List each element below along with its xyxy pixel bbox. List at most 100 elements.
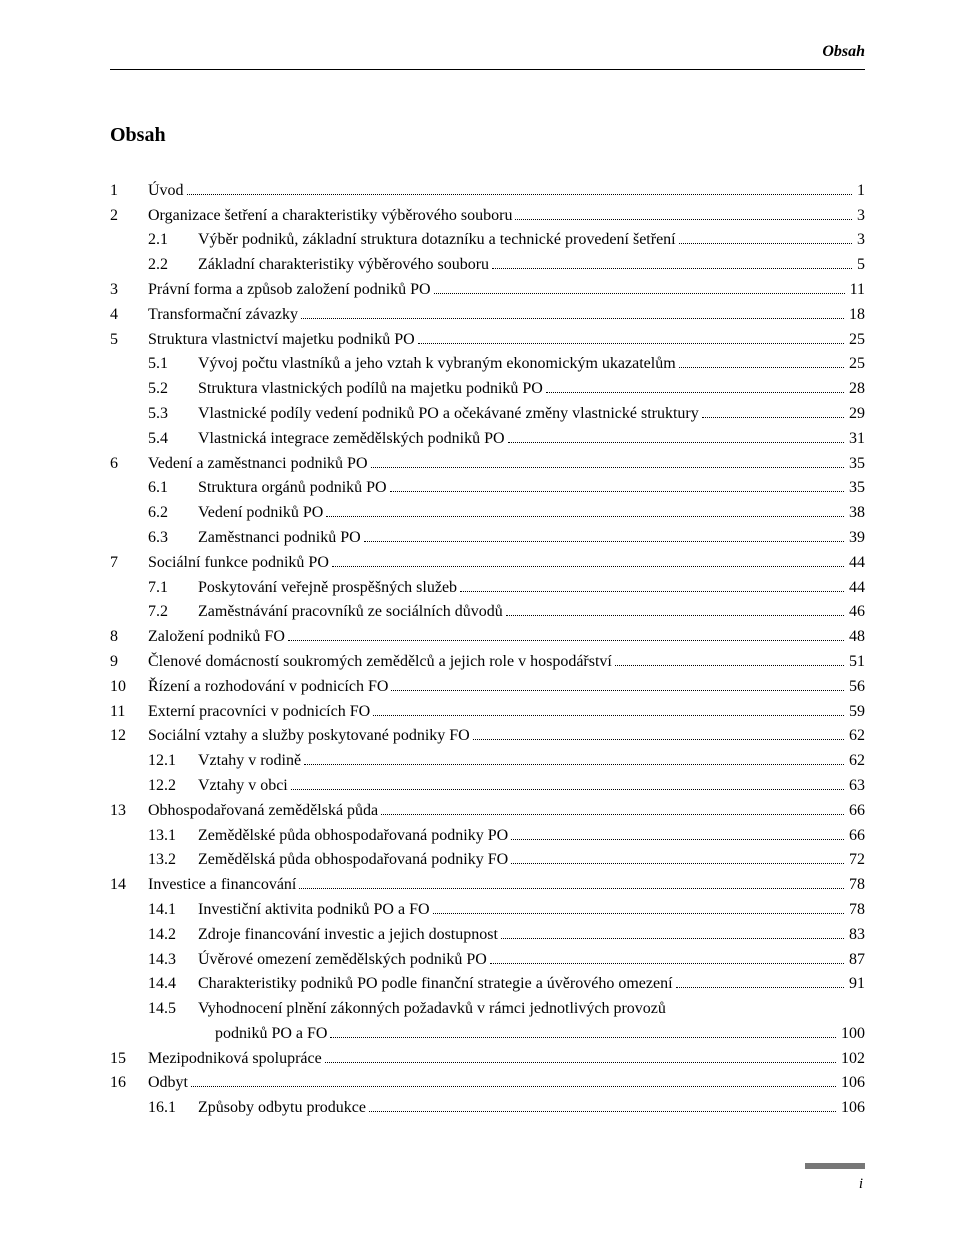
toc-page: 28 — [847, 377, 865, 402]
toc-leader — [332, 566, 844, 567]
toc-leader — [702, 417, 844, 418]
toc-number: 14.1 — [148, 898, 198, 923]
toc-leader — [291, 789, 844, 790]
toc-entry: 16Odbyt106 — [110, 1071, 865, 1096]
toc-text: Odbyt — [148, 1071, 188, 1096]
toc-entry: 6Vedení a zaměstnanci podniků PO35 — [110, 452, 865, 477]
toc-page: 38 — [847, 501, 865, 526]
toc-number: 15 — [110, 1047, 148, 1072]
toc-leader — [325, 1062, 836, 1063]
toc-entry: 5.2Struktura vlastnických podílů na maje… — [110, 377, 865, 402]
toc-text: Struktura vlastnictví majetku podniků PO — [148, 328, 415, 353]
toc-text: Obhospodařovaná zemědělská půda — [148, 799, 378, 824]
toc-leader — [288, 640, 844, 641]
toc-entry: 6.2Vedení podniků PO38 — [110, 501, 865, 526]
toc-entry: 11Externí pracovníci v podnicích FO59 — [110, 700, 865, 725]
toc-text: Investiční aktivita podniků PO a FO — [198, 898, 430, 923]
toc-entry: 2.2Základní charakteristiky výběrového s… — [110, 253, 865, 278]
toc-number: 11 — [110, 700, 148, 725]
toc-number: 5.1 — [148, 352, 198, 377]
toc-page: 3 — [855, 204, 865, 229]
toc-number: 3 — [110, 278, 148, 303]
toc-number: 12 — [110, 724, 148, 749]
toc-entry: 7Sociální funkce podniků PO44 — [110, 551, 865, 576]
toc-page: 63 — [847, 774, 865, 799]
toc-text: Investice a financování — [148, 873, 296, 898]
toc-page: 87 — [847, 948, 865, 973]
toc-number: 5.3 — [148, 402, 198, 427]
toc-entry: 13Obhospodařovaná zemědělská půda66 — [110, 799, 865, 824]
toc-page: 106 — [839, 1071, 865, 1096]
toc-page: 29 — [847, 402, 865, 427]
toc-text: Způsoby odbytu produkce — [198, 1096, 366, 1121]
toc-leader — [676, 987, 844, 988]
toc-text: Charakteristiky podniků PO podle finančn… — [198, 972, 673, 997]
toc-number: 2.1 — [148, 228, 198, 253]
toc-leader — [330, 1037, 836, 1038]
toc-number: 6.1 — [148, 476, 198, 501]
toc-text: Struktura orgánů podniků PO — [198, 476, 387, 501]
toc-number: 14.2 — [148, 923, 198, 948]
toc-number: 2.2 — [148, 253, 198, 278]
toc-leader — [326, 516, 844, 517]
toc-number: 6 — [110, 452, 148, 477]
toc-leader — [679, 243, 852, 244]
toc-text: Organizace šetření a charakteristiky výb… — [148, 204, 512, 229]
toc-page: 106 — [839, 1096, 865, 1121]
toc-text: Výběr podniků, základní struktura dotazn… — [198, 228, 676, 253]
toc-leader — [299, 888, 844, 889]
toc-entry: 14.5Vyhodnocení plnění zákonných požadav… — [110, 997, 865, 1022]
toc-page: 62 — [847, 749, 865, 774]
toc-number: 12.2 — [148, 774, 198, 799]
toc-leader — [460, 591, 844, 592]
toc-entry: 5.1Vývoj počtu vlastníků a jeho vztah k … — [110, 352, 865, 377]
toc-text: Základní charakteristiky výběrového soub… — [198, 253, 489, 278]
toc-entry: 13.2Zemědělská půda obhospodařovaná podn… — [110, 848, 865, 873]
table-of-contents: 1Úvod12Organizace šetření a charakterist… — [110, 179, 865, 1121]
toc-page: 59 — [847, 700, 865, 725]
toc-page: 44 — [847, 551, 865, 576]
toc-page: 44 — [847, 576, 865, 601]
toc-entry: 6.1Struktura orgánů podniků PO 35 — [110, 476, 865, 501]
toc-number: 1 — [110, 179, 148, 204]
toc-entry: 14.4Charakteristiky podniků PO podle fin… — [110, 972, 865, 997]
toc-number: 13.1 — [148, 824, 198, 849]
toc-page: 48 — [847, 625, 865, 650]
toc-leader — [508, 442, 844, 443]
toc-number: 8 — [110, 625, 148, 650]
toc-number: 7.2 — [148, 600, 198, 625]
toc-number: 6.2 — [148, 501, 198, 526]
toc-leader — [187, 194, 852, 195]
toc-leader — [390, 491, 844, 492]
toc-leader — [434, 293, 845, 294]
toc-text: Založení podniků FO — [148, 625, 285, 650]
toc-entry: 9Členové domácností soukromých zemědělců… — [110, 650, 865, 675]
toc-number: 10 — [110, 675, 148, 700]
toc-page: 102 — [839, 1047, 865, 1072]
toc-page: 35 — [847, 476, 865, 501]
toc-entry: 1Úvod1 — [110, 179, 865, 204]
toc-number: 5.2 — [148, 377, 198, 402]
toc-number: 14.4 — [148, 972, 198, 997]
toc-text: podniků PO a FO — [215, 1022, 327, 1047]
toc-text: Úvod — [148, 179, 184, 204]
toc-text: Poskytování veřejně prospěšných služeb — [198, 576, 457, 601]
toc-text: Struktura vlastnických podílů na majetku… — [198, 377, 543, 402]
toc-entry: 5.4Vlastnická integrace zemědělských pod… — [110, 427, 865, 452]
toc-entry: 14.2Zdroje financování investic a jejich… — [110, 923, 865, 948]
toc-leader — [433, 913, 844, 914]
toc-leader — [490, 963, 844, 964]
toc-page: 35 — [847, 452, 865, 477]
footer-page-number: i — [110, 1173, 865, 1196]
toc-page: 1 — [855, 179, 865, 204]
toc-number: 5 — [110, 328, 148, 353]
toc-text: Vyhodnocení plnění zákonných požadavků v… — [198, 997, 666, 1022]
toc-entry: 7.2Zaměstnávání pracovníků ze sociálních… — [110, 600, 865, 625]
toc-entry: 4Transformační závazky18 — [110, 303, 865, 328]
toc-entry: 12Sociální vztahy a služby poskytované p… — [110, 724, 865, 749]
toc-text: Vývoj počtu vlastníků a jeho vztah k vyb… — [198, 352, 676, 377]
toc-number: 6.3 — [148, 526, 198, 551]
toc-text: Vztahy v obci — [198, 774, 288, 799]
toc-text: Sociální funkce podniků PO — [148, 551, 329, 576]
toc-leader — [373, 715, 844, 716]
